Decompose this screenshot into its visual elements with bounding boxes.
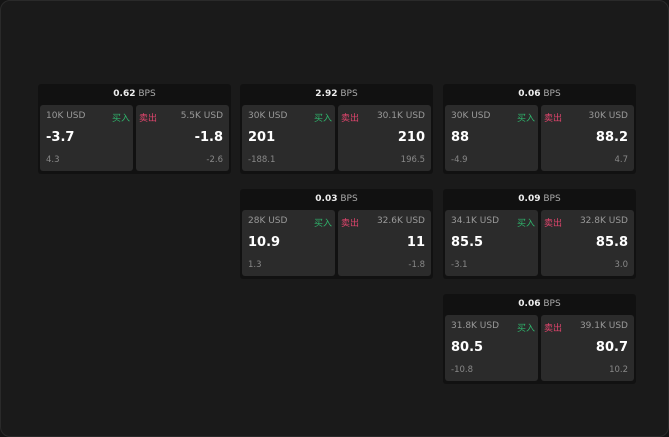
sell-button[interactable]: 卖出 30K USD 88.2 4.7 xyxy=(541,105,634,171)
spread-value: 0.09 xyxy=(518,194,541,204)
quote-card: 0.09 BPS 34.1K USD 买入 85.5 -3.1 卖出 32.8K… xyxy=(443,189,636,279)
spread-value: 0.06 xyxy=(518,89,541,99)
spread-value: 0.06 xyxy=(518,299,541,309)
buy-label: 买入 xyxy=(313,114,332,124)
buy-size: 28K USD xyxy=(248,216,288,226)
spread-unit: BPS xyxy=(543,194,561,204)
sell-button[interactable]: 卖出 30.1K USD 210 196.5 xyxy=(338,105,431,171)
buy-button[interactable]: 31.8K USD 买入 80.5 -10.8 xyxy=(445,315,538,381)
buy-change: 1.3 xyxy=(248,260,262,270)
spread-header: 0.09 BPS xyxy=(443,189,636,210)
sell-price: -1.8 xyxy=(194,130,223,145)
quote-card: 0.06 BPS 31.8K USD 买入 80.5 -10.8 卖出 39.1… xyxy=(443,294,636,384)
sell-label: 卖出 xyxy=(544,324,563,334)
buy-button[interactable]: 30K USD 买入 201 -188.1 xyxy=(242,105,335,171)
buy-label: 买入 xyxy=(516,324,535,334)
buy-price: 80.5 xyxy=(451,340,484,355)
spread-header: 0.06 BPS xyxy=(443,84,636,105)
spread-header: 0.06 BPS xyxy=(443,294,636,315)
sell-price: 85.8 xyxy=(595,235,628,250)
sell-label: 卖出 xyxy=(341,114,360,124)
quote-card: 0.03 BPS 28K USD 买入 10.9 1.3 卖出 32.6K US… xyxy=(240,189,433,279)
buy-price: 10.9 xyxy=(248,235,281,250)
spread-unit: BPS xyxy=(340,194,358,204)
sell-size: 32.8K USD xyxy=(579,216,628,226)
sell-label: 卖出 xyxy=(544,219,563,229)
buy-price: 85.5 xyxy=(451,235,484,250)
quote-card: 2.92 BPS 30K USD 买入 201 -188.1 卖出 30.1K … xyxy=(240,84,433,174)
spread-header: 0.62 BPS xyxy=(38,84,231,105)
sell-size: 30.1K USD xyxy=(376,111,425,121)
sell-button[interactable]: 卖出 39.1K USD 80.7 10.2 xyxy=(541,315,634,381)
spread-unit: BPS xyxy=(543,89,561,99)
spread-value: 0.62 xyxy=(113,89,136,99)
sell-size: 39.1K USD xyxy=(579,321,628,331)
spread-unit: BPS xyxy=(543,299,561,309)
sell-change: 196.5 xyxy=(400,155,425,165)
buy-change: -10.8 xyxy=(451,365,473,375)
buy-price: 88 xyxy=(451,130,470,145)
quote-card: 0.06 BPS 30K USD 买入 88 -4.9 卖出 30K USD 8… xyxy=(443,84,636,174)
buy-size: 34.1K USD xyxy=(451,216,500,226)
sell-change: -1.8 xyxy=(408,260,425,270)
spread-unit: BPS xyxy=(138,89,156,99)
sell-label: 卖出 xyxy=(139,114,158,124)
buy-button[interactable]: 34.1K USD 买入 85.5 -3.1 xyxy=(445,210,538,276)
buy-button[interactable]: 30K USD 买入 88 -4.9 xyxy=(445,105,538,171)
sell-button[interactable]: 卖出 32.8K USD 85.8 3.0 xyxy=(541,210,634,276)
sell-price: 210 xyxy=(397,130,425,145)
buy-label: 买入 xyxy=(516,219,535,229)
buy-size: 31.8K USD xyxy=(451,321,500,331)
buy-label: 买入 xyxy=(111,114,130,124)
sell-change: 4.7 xyxy=(614,155,628,165)
buy-size: 30K USD xyxy=(248,111,288,121)
buy-label: 买入 xyxy=(516,114,535,124)
sell-price: 11 xyxy=(406,235,425,250)
sell-label: 卖出 xyxy=(341,219,360,229)
buy-change: -3.1 xyxy=(451,260,468,270)
sell-size: 32.6K USD xyxy=(376,216,425,226)
quote-card: 0.62 BPS 10K USD 买入 -3.7 4.3 卖出 5.5K USD… xyxy=(38,84,231,174)
sell-button[interactable]: 卖出 5.5K USD -1.8 -2.6 xyxy=(136,105,229,171)
buy-label: 买入 xyxy=(313,219,332,229)
buy-size: 10K USD xyxy=(46,111,86,121)
spread-header: 0.03 BPS xyxy=(240,189,433,210)
sell-price: 88.2 xyxy=(595,130,628,145)
sell-label: 卖出 xyxy=(544,114,563,124)
sell-size: 30K USD xyxy=(588,111,628,121)
buy-change: -188.1 xyxy=(248,155,276,165)
buy-change: 4.3 xyxy=(46,155,60,165)
sell-change: 10.2 xyxy=(609,365,628,375)
spread-value: 0.03 xyxy=(315,194,338,204)
buy-price: -3.7 xyxy=(46,130,75,145)
sell-size: 5.5K USD xyxy=(180,111,223,121)
buy-change: -4.9 xyxy=(451,155,468,165)
spread-header: 2.92 BPS xyxy=(240,84,433,105)
sell-button[interactable]: 卖出 32.6K USD 11 -1.8 xyxy=(338,210,431,276)
spread-value: 2.92 xyxy=(315,89,338,99)
buy-button[interactable]: 10K USD 买入 -3.7 4.3 xyxy=(40,105,133,171)
sell-change: 3.0 xyxy=(614,260,628,270)
sell-change: -2.6 xyxy=(206,155,223,165)
buy-button[interactable]: 28K USD 买入 10.9 1.3 xyxy=(242,210,335,276)
buy-price: 201 xyxy=(248,130,276,145)
spread-unit: BPS xyxy=(340,89,358,99)
buy-size: 30K USD xyxy=(451,111,491,121)
sell-price: 80.7 xyxy=(595,340,628,355)
